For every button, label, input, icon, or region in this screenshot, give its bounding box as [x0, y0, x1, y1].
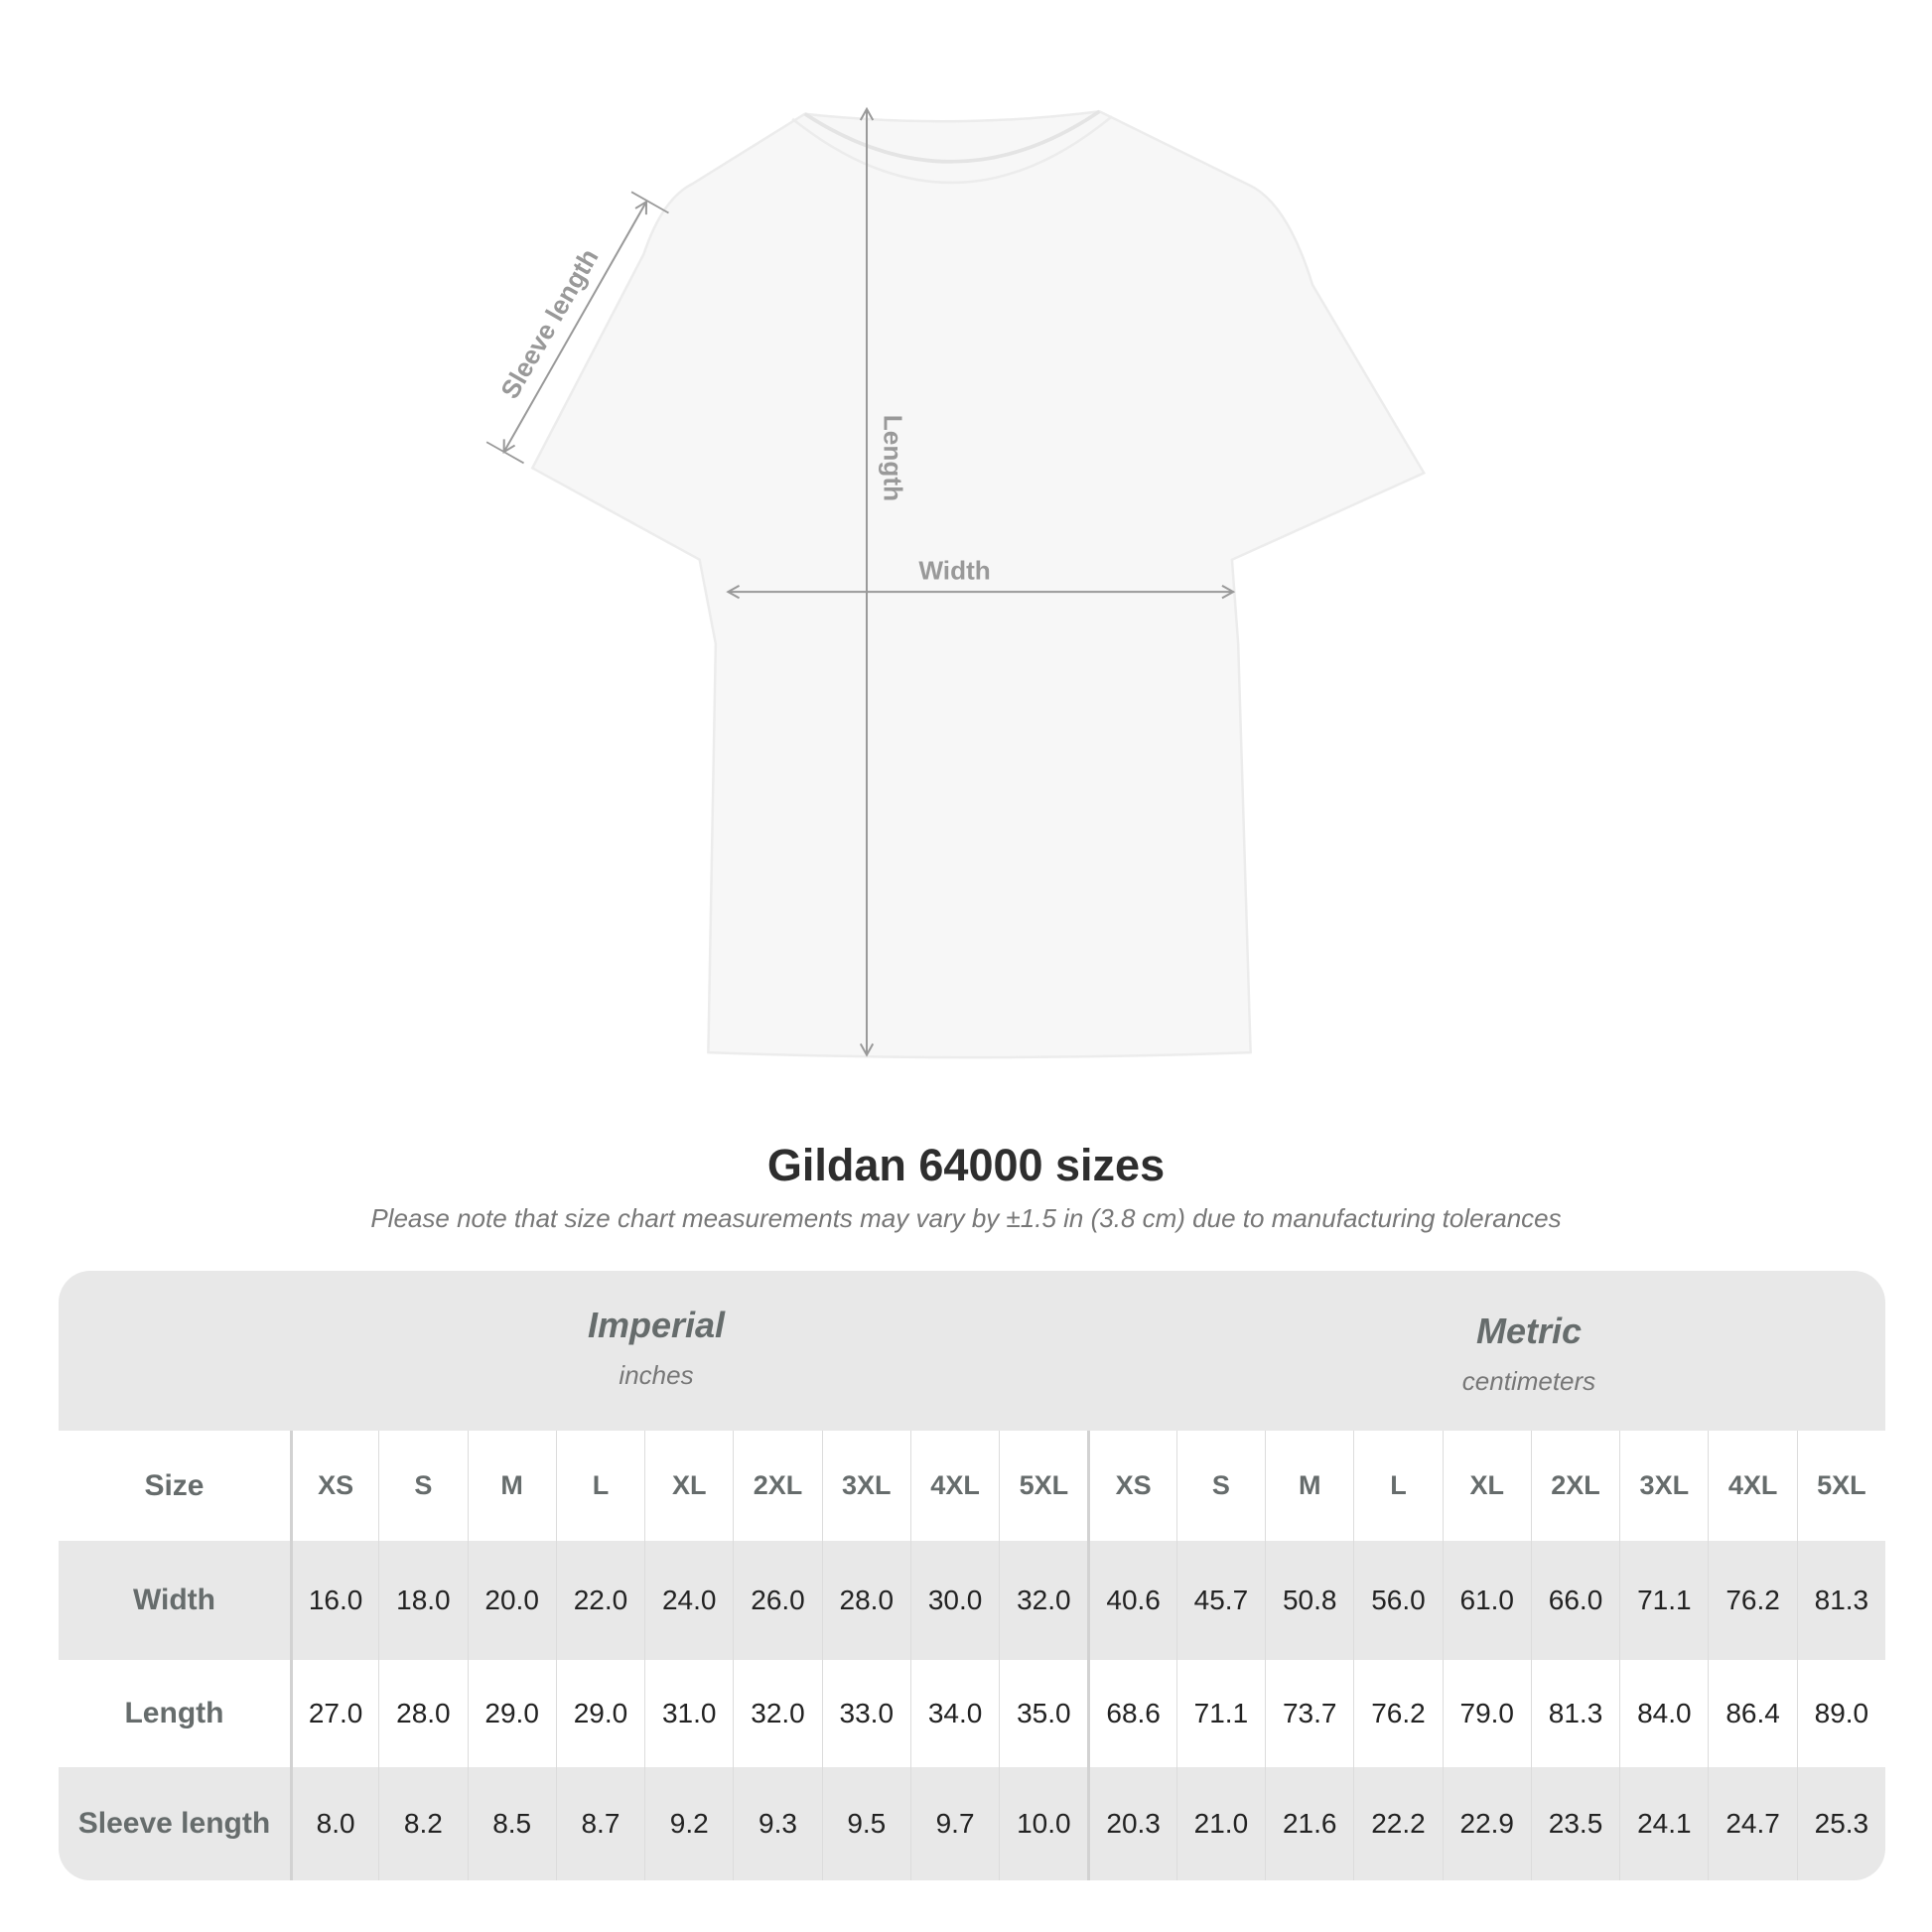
- table-cell: 25.3: [1796, 1767, 1885, 1880]
- table-cell: 71.1: [1619, 1541, 1708, 1660]
- size-header-cell: L: [1353, 1431, 1442, 1541]
- sleeve-arrow: [502, 200, 648, 455]
- table-cell: 27.0: [289, 1660, 378, 1767]
- size-header-cell: XS: [1087, 1431, 1175, 1541]
- metric-header: Metric centimeters: [1231, 1311, 1827, 1397]
- table-cell: 81.3: [1796, 1541, 1885, 1660]
- row-label: Width: [132, 1584, 215, 1616]
- table-cell: 24.1: [1619, 1767, 1708, 1880]
- unit-header: Imperial inches Metric centimeters: [59, 1271, 1885, 1431]
- table-cell: 9.7: [909, 1767, 999, 1880]
- table-cell: 56.0: [1353, 1541, 1442, 1660]
- metric-unit: centimeters: [1461, 1366, 1596, 1396]
- table-row-length: Length 27.0 28.0 29.0 29.0 31.0 32.0 33.0 34.0 35…: [59, 1660, 1885, 1767]
- size-header-cell: 3XL: [821, 1431, 910, 1541]
- size-header-cell: M: [1265, 1431, 1353, 1541]
- table-cell: 84.0: [1619, 1660, 1708, 1767]
- table-cell: 22.9: [1442, 1767, 1531, 1880]
- size-header-cell: XS: [289, 1431, 378, 1541]
- table-cell: 20.0: [467, 1541, 556, 1660]
- table-cell: 71.1: [1175, 1660, 1265, 1767]
- metric-title: Metric: [1475, 1311, 1583, 1351]
- size-header-cell: 5XL: [999, 1431, 1087, 1541]
- size-header-cell: XL: [644, 1431, 733, 1541]
- row-label: Size: [144, 1468, 205, 1502]
- size-header-cell: 4XL: [909, 1431, 999, 1541]
- table-cell: 24.7: [1708, 1767, 1796, 1880]
- table-cell: 30.0: [909, 1541, 999, 1660]
- table-cell: 9.5: [821, 1767, 910, 1880]
- table-cell: 45.7: [1175, 1541, 1265, 1660]
- table-cell: 16.0: [289, 1541, 378, 1660]
- table-cell: 68.6: [1087, 1660, 1175, 1767]
- table-cell: 8.2: [378, 1767, 467, 1880]
- table-cell: 10.0: [999, 1767, 1087, 1880]
- size-table: Imperial inches Metric centimeters Size …: [59, 1271, 1885, 1880]
- table-cell: 21.6: [1265, 1767, 1353, 1880]
- table-row-width: Width 16.0 18.0 20.0 22.0 24.0 26.0 28.0 30.0 32.…: [59, 1541, 1885, 1660]
- table-cell: 8.0: [289, 1767, 378, 1880]
- table-cell: 76.2: [1353, 1660, 1442, 1767]
- table-cell: 29.0: [467, 1660, 556, 1767]
- table-cell: 8.5: [467, 1767, 556, 1880]
- size-header-cell: XL: [1442, 1431, 1531, 1541]
- table-cell: 89.0: [1796, 1660, 1885, 1767]
- page-title: Gildan 64000 sizes: [766, 1140, 1166, 1190]
- row-label: Length: [124, 1697, 224, 1729]
- tshirt-diagram: Width Length Sleeve length: [485, 106, 1427, 1059]
- table-cell: 31.0: [644, 1660, 733, 1767]
- tolerance-note: Please note that size chart measurements…: [370, 1203, 1562, 1233]
- table-cell: 81.3: [1530, 1660, 1619, 1767]
- size-header-cell: S: [378, 1431, 467, 1541]
- imperial-unit: inches: [619, 1360, 694, 1390]
- size-header-cell: M: [467, 1431, 556, 1541]
- size-header-cell: 5XL: [1796, 1431, 1885, 1541]
- table-cell: 21.0: [1175, 1767, 1265, 1880]
- table-cell: 20.3: [1087, 1767, 1175, 1880]
- table-cell: 28.0: [378, 1660, 467, 1767]
- table-cell: 66.0: [1530, 1541, 1619, 1660]
- table-cell: 23.5: [1530, 1767, 1619, 1880]
- table-cell: 28.0: [821, 1541, 910, 1660]
- table-cell: 50.8: [1265, 1541, 1353, 1660]
- length-label: Length: [878, 415, 907, 501]
- table-cell: 61.0: [1442, 1541, 1531, 1660]
- table-cell: 32.0: [999, 1541, 1087, 1660]
- row-label: Sleeve length: [77, 1807, 271, 1840]
- size-header-cell: 4XL: [1708, 1431, 1796, 1541]
- table-cell: 34.0: [909, 1660, 999, 1767]
- table-cell: 73.7: [1265, 1660, 1353, 1767]
- table-cell: 9.2: [644, 1767, 733, 1880]
- imperial-header: Imperial inches: [358, 1305, 954, 1391]
- table-cell: 22.0: [555, 1541, 644, 1660]
- table-cell: 22.2: [1353, 1767, 1442, 1880]
- table-cell: 86.4: [1708, 1660, 1796, 1767]
- size-row: Size XS S M L XL 2XL 3XL 4XL 5XL XS S M L XL 2XL 3XL 4XL…: [59, 1431, 1885, 1541]
- table-cell: 40.6: [1087, 1541, 1175, 1660]
- table-cell: 35.0: [999, 1660, 1087, 1767]
- table-cell: 18.0: [378, 1541, 467, 1660]
- table-cell: 33.0: [821, 1660, 910, 1767]
- table-cell: 76.2: [1708, 1541, 1796, 1660]
- table-cell: 29.0: [555, 1660, 644, 1767]
- table-cell: 24.0: [644, 1541, 733, 1660]
- width-label: Width: [918, 556, 990, 586]
- table-cell: 32.0: [733, 1660, 821, 1767]
- size-header-cell: 2XL: [733, 1431, 821, 1541]
- size-header-cell: 2XL: [1530, 1431, 1619, 1541]
- table-cell: 8.7: [555, 1767, 644, 1880]
- size-header-cell: 3XL: [1619, 1431, 1708, 1541]
- table-cell: 9.3: [733, 1767, 821, 1880]
- imperial-title: Imperial: [587, 1305, 726, 1345]
- table-row-sleeve-length: Sleeve length 8.0 8.2 8.5 8.7 9.2 9.3 9.5 9.7 10.…: [59, 1767, 1885, 1880]
- table-cell: 79.0: [1442, 1660, 1531, 1767]
- size-header-cell: L: [555, 1431, 644, 1541]
- table-cell: 26.0: [733, 1541, 821, 1660]
- size-header-cell: S: [1175, 1431, 1265, 1541]
